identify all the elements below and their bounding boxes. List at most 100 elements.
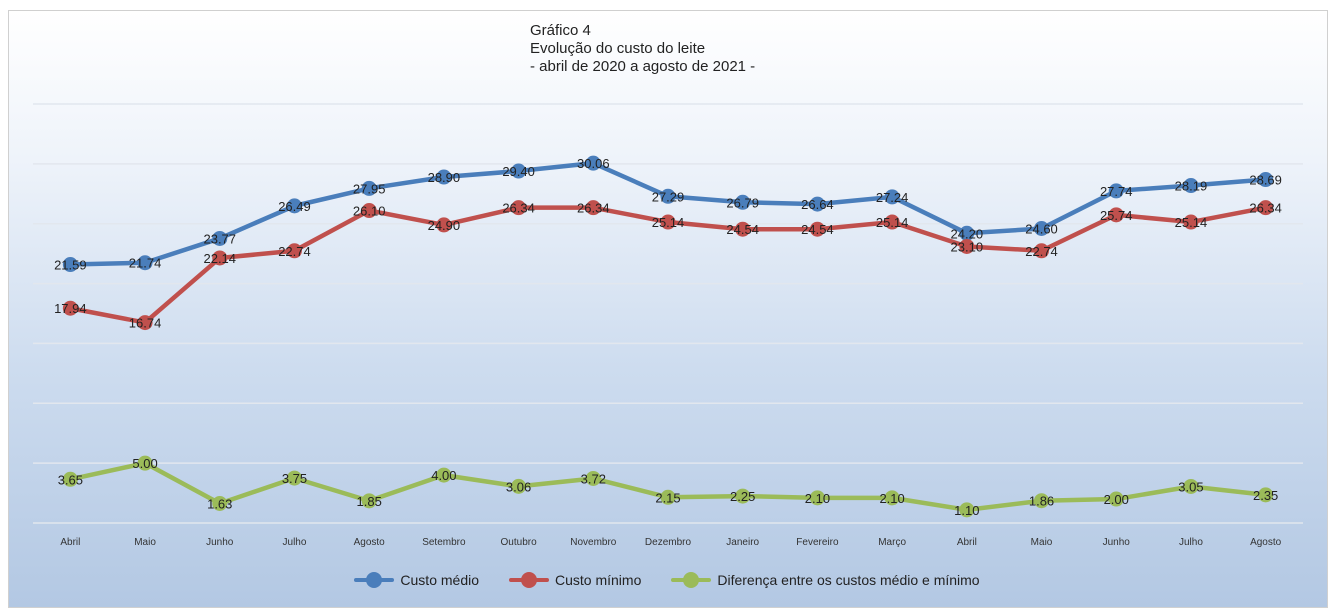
data-label: 26.49 bbox=[278, 199, 311, 214]
data-label: 26.34 bbox=[1249, 201, 1282, 216]
data-point bbox=[62, 300, 78, 316]
data-point bbox=[1258, 200, 1274, 216]
data-label: 27.29 bbox=[652, 189, 685, 204]
data-point bbox=[361, 203, 377, 219]
x-tick-label: Junho bbox=[206, 537, 234, 548]
data-label: 24.54 bbox=[726, 222, 759, 237]
legend-marker-diferenca bbox=[671, 572, 712, 588]
data-label: 1.85 bbox=[357, 494, 382, 509]
data-label: 5.00 bbox=[132, 456, 157, 471]
data-point bbox=[511, 200, 527, 216]
data-label: 3.75 bbox=[282, 471, 307, 486]
data-point bbox=[1108, 491, 1124, 507]
data-point bbox=[809, 196, 825, 212]
data-point bbox=[286, 243, 302, 259]
data-point bbox=[735, 488, 751, 504]
data-label: 26.10 bbox=[353, 204, 386, 219]
data-point bbox=[585, 200, 601, 216]
x-tick-label: Outubro bbox=[501, 537, 538, 548]
chart-legend: Custo médio Custo mínimo Diferença entre… bbox=[0, 572, 1334, 588]
data-label: 28.19 bbox=[1175, 179, 1208, 194]
data-point bbox=[959, 238, 975, 254]
data-label: 27.95 bbox=[353, 181, 386, 196]
data-point bbox=[1258, 487, 1274, 503]
data-label: 25.14 bbox=[1175, 215, 1208, 230]
data-point bbox=[436, 217, 452, 233]
data-point bbox=[137, 255, 153, 271]
data-point bbox=[1108, 207, 1124, 223]
data-label: 21.59 bbox=[54, 258, 87, 273]
data-label: 26.34 bbox=[502, 201, 535, 216]
data-label: 3.05 bbox=[1178, 479, 1203, 494]
x-tick-label: Fevereiro bbox=[796, 537, 839, 548]
legend-marker-custo-minimo bbox=[509, 572, 549, 588]
data-point bbox=[884, 490, 900, 506]
data-label: 22.74 bbox=[278, 244, 311, 259]
legend-label-custo-medio: Custo médio bbox=[400, 572, 479, 588]
data-point bbox=[585, 470, 601, 486]
data-label: 3.72 bbox=[581, 471, 606, 486]
data-label: 27.74 bbox=[1100, 184, 1133, 199]
data-point bbox=[959, 502, 975, 518]
data-point bbox=[286, 198, 302, 214]
data-point bbox=[809, 490, 825, 506]
data-label: 3.06 bbox=[506, 479, 531, 494]
data-label: 28.90 bbox=[428, 170, 461, 185]
data-point bbox=[735, 194, 751, 210]
x-tick-label: Agosto bbox=[1250, 537, 1282, 548]
chart-area bbox=[8, 10, 1328, 608]
data-point bbox=[959, 225, 975, 241]
legend-marker-custo-medio bbox=[354, 572, 395, 588]
data-label: 1.10 bbox=[954, 503, 979, 518]
data-point bbox=[1108, 183, 1124, 199]
data-label: 29.40 bbox=[502, 164, 535, 179]
data-label: 1.86 bbox=[1029, 494, 1054, 509]
data-label: 2.00 bbox=[1104, 492, 1129, 507]
data-point bbox=[735, 221, 751, 237]
data-point bbox=[660, 489, 676, 505]
x-tick-label: Abril bbox=[60, 537, 80, 548]
data-label: 3.65 bbox=[58, 472, 83, 487]
x-tick-label: Maio bbox=[134, 537, 156, 548]
data-point bbox=[212, 230, 228, 246]
data-point bbox=[585, 155, 601, 171]
data-point bbox=[137, 455, 153, 471]
x-tick-label: Agosto bbox=[354, 537, 386, 548]
data-label: 2.35 bbox=[1253, 488, 1278, 503]
chart-title-line-1: Gráfico 4 bbox=[530, 22, 591, 39]
data-point bbox=[660, 214, 676, 230]
data-label: 2.10 bbox=[805, 491, 830, 506]
data-label: 24.90 bbox=[428, 218, 461, 233]
x-tick-label: Junho bbox=[1103, 537, 1131, 548]
data-label: 26.64 bbox=[801, 197, 834, 212]
data-point bbox=[1183, 214, 1199, 230]
data-label: 22.74 bbox=[1025, 244, 1058, 259]
data-label: 17.94 bbox=[54, 301, 87, 316]
legend-item-custo-medio: Custo médio bbox=[354, 572, 479, 588]
data-point bbox=[884, 189, 900, 205]
chart-title-line-3: - abril de 2020 a agosto de 2021 - bbox=[530, 58, 756, 75]
data-label: 4.00 bbox=[431, 468, 456, 483]
data-label: 25.14 bbox=[652, 215, 685, 230]
data-point bbox=[660, 188, 676, 204]
data-point bbox=[884, 214, 900, 230]
legend-item-diferenca: Diferença entre os custos médio e mínimo bbox=[671, 572, 980, 588]
data-point bbox=[1034, 243, 1050, 259]
data-point bbox=[1034, 493, 1050, 509]
data-label: 2.15 bbox=[655, 490, 680, 505]
data-point bbox=[436, 467, 452, 483]
data-point bbox=[212, 495, 228, 511]
data-label: 23.10 bbox=[951, 239, 984, 254]
data-label: 26.34 bbox=[577, 201, 610, 216]
data-point bbox=[809, 221, 825, 237]
x-tick-label: Novembro bbox=[570, 537, 617, 548]
data-label: 28.69 bbox=[1249, 173, 1282, 188]
x-tick-label: Abril bbox=[957, 537, 977, 548]
x-tick-label: Setembro bbox=[422, 537, 466, 548]
data-label: 1.63 bbox=[207, 496, 232, 511]
data-label: 2.10 bbox=[879, 491, 904, 506]
data-label: 22.14 bbox=[203, 251, 236, 266]
data-point bbox=[212, 250, 228, 266]
data-point bbox=[511, 478, 527, 494]
